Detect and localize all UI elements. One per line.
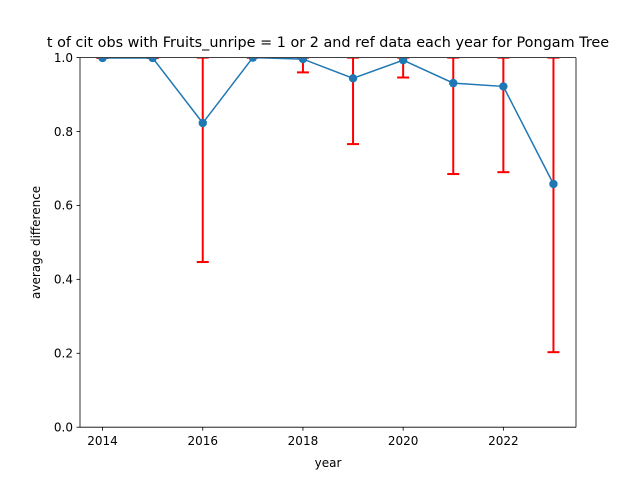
x-tick-label: 2022 bbox=[488, 434, 519, 448]
y-tick-label: 0.6 bbox=[54, 199, 73, 213]
x-tick-label: 2014 bbox=[87, 434, 118, 448]
series-line bbox=[102, 57, 555, 185]
y-tick-label: 0.0 bbox=[54, 421, 73, 435]
data-point bbox=[398, 57, 408, 65]
data-point bbox=[198, 118, 207, 128]
y-tick-label: 0.2 bbox=[54, 347, 73, 361]
data-point bbox=[148, 57, 157, 63]
y-tick-label: 1.0 bbox=[54, 51, 73, 65]
x-axis-label: year bbox=[315, 456, 342, 470]
x-tick-label: 2020 bbox=[388, 434, 419, 448]
data-point bbox=[449, 78, 458, 88]
axes-frame bbox=[79, 57, 577, 428]
data-point bbox=[248, 57, 258, 62]
data-point bbox=[98, 57, 107, 63]
data-point bbox=[348, 74, 358, 83]
x-axis-ticks: 2014 2016 2018 2020 2022 bbox=[87, 427, 519, 448]
series-layer bbox=[98, 57, 558, 189]
data-point bbox=[549, 179, 558, 189]
y-axis-label: average difference bbox=[29, 186, 43, 299]
data-point bbox=[499, 82, 508, 91]
data-point bbox=[298, 57, 308, 64]
x-tick-label: 2018 bbox=[288, 434, 319, 448]
y-tick-label: 0.8 bbox=[54, 125, 73, 139]
y-axis-ticks: 0.0 0.2 0.4 0.6 0.8 1.0 bbox=[54, 51, 80, 435]
error-bars bbox=[96, 57, 560, 354]
chart-title: t of cit obs with Fruits_unripe = 1 or 2… bbox=[47, 35, 609, 51]
y-tick-label: 0.4 bbox=[54, 273, 73, 287]
x-tick-label: 2016 bbox=[187, 434, 218, 448]
